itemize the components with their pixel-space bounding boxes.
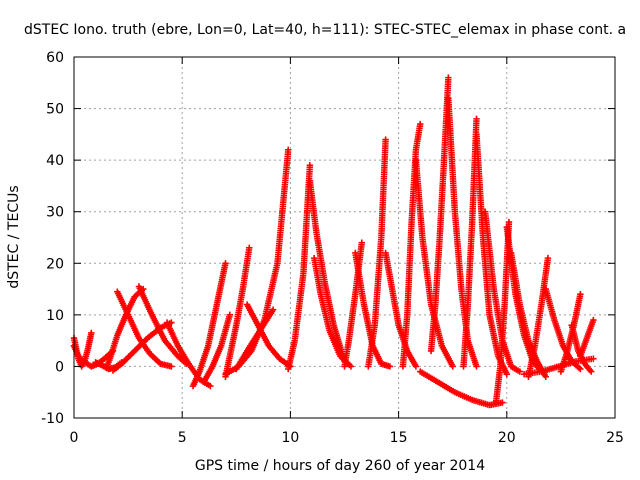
plot-frame	[73, 56, 616, 419]
data-point	[590, 355, 597, 362]
y-tick-label: 60	[46, 50, 64, 66]
y-tick-label: 0	[55, 359, 64, 375]
data-series	[520, 355, 597, 378]
data-point	[587, 368, 595, 375]
data-point	[285, 146, 292, 154]
data-series	[135, 283, 190, 368]
data-series	[365, 136, 389, 370]
y-tick-label: 20	[46, 256, 64, 272]
data-series	[285, 162, 314, 373]
data-point	[226, 311, 234, 319]
axis-ticks	[73, 56, 616, 419]
data-series	[412, 156, 456, 370]
data-point	[499, 399, 506, 406]
data-series	[427, 74, 452, 355]
x-tick-label: 5	[178, 430, 187, 446]
data-point	[306, 162, 314, 169]
data-series	[577, 316, 597, 360]
data-point	[246, 244, 253, 252]
y-tick-label: 40	[46, 153, 64, 169]
data-point	[516, 368, 523, 375]
x-tick-label: 0	[70, 430, 79, 446]
data-series	[200, 311, 234, 386]
y-tick-label: 30	[46, 205, 64, 221]
data-point	[473, 115, 480, 123]
y-tick-labels: -10 0 10 20 30 40 50 60	[41, 50, 64, 427]
data-point	[222, 260, 229, 267]
data-point	[168, 363, 175, 370]
y-tick-label: 10	[46, 308, 64, 324]
data-point	[382, 136, 389, 143]
data-point	[544, 254, 552, 262]
data-series	[399, 120, 424, 370]
chart-title: dSTEC Iono. truth (ebre, Lon=0, Lat=40, …	[24, 22, 626, 38]
data-series	[568, 321, 595, 375]
data-point	[207, 382, 214, 390]
data-point	[269, 306, 277, 313]
data-point	[577, 365, 584, 373]
data-point	[449, 363, 456, 370]
data-series	[542, 285, 584, 373]
y-tick-label: -10	[41, 411, 64, 427]
data-point	[503, 370, 510, 378]
y-tick-label: 50	[46, 102, 64, 118]
data-series	[311, 254, 355, 370]
data-series	[341, 239, 366, 370]
data-point	[590, 316, 597, 324]
data-series	[445, 95, 480, 370]
data-point	[427, 347, 435, 355]
data-series	[189, 260, 229, 390]
data-point	[347, 363, 355, 370]
data-point	[386, 363, 394, 370]
y-axis-title: dSTEC / TECUs	[6, 185, 22, 288]
data-series	[417, 368, 506, 409]
data-point	[88, 329, 95, 337]
data-series	[492, 218, 513, 406]
data-point	[505, 218, 513, 226]
data-point	[417, 120, 424, 128]
x-tick-label: 25	[606, 430, 624, 446]
data-series	[503, 223, 545, 375]
data-point	[577, 291, 584, 298]
data-marks	[70, 74, 597, 409]
data-point	[412, 363, 420, 370]
data-point	[542, 373, 549, 380]
x-tick-label: 20	[498, 430, 516, 446]
data-point	[473, 363, 480, 370]
x-tick-labels: 0 5 10 15 20 25	[70, 430, 624, 446]
x-axis-title: GPS time / hours of day 260 of year 2014	[195, 458, 485, 474]
x-tick-label: 10	[281, 430, 299, 446]
data-series	[382, 249, 420, 370]
data-point	[358, 239, 366, 246]
x-tick-label: 15	[390, 430, 408, 446]
data-series	[306, 177, 348, 365]
